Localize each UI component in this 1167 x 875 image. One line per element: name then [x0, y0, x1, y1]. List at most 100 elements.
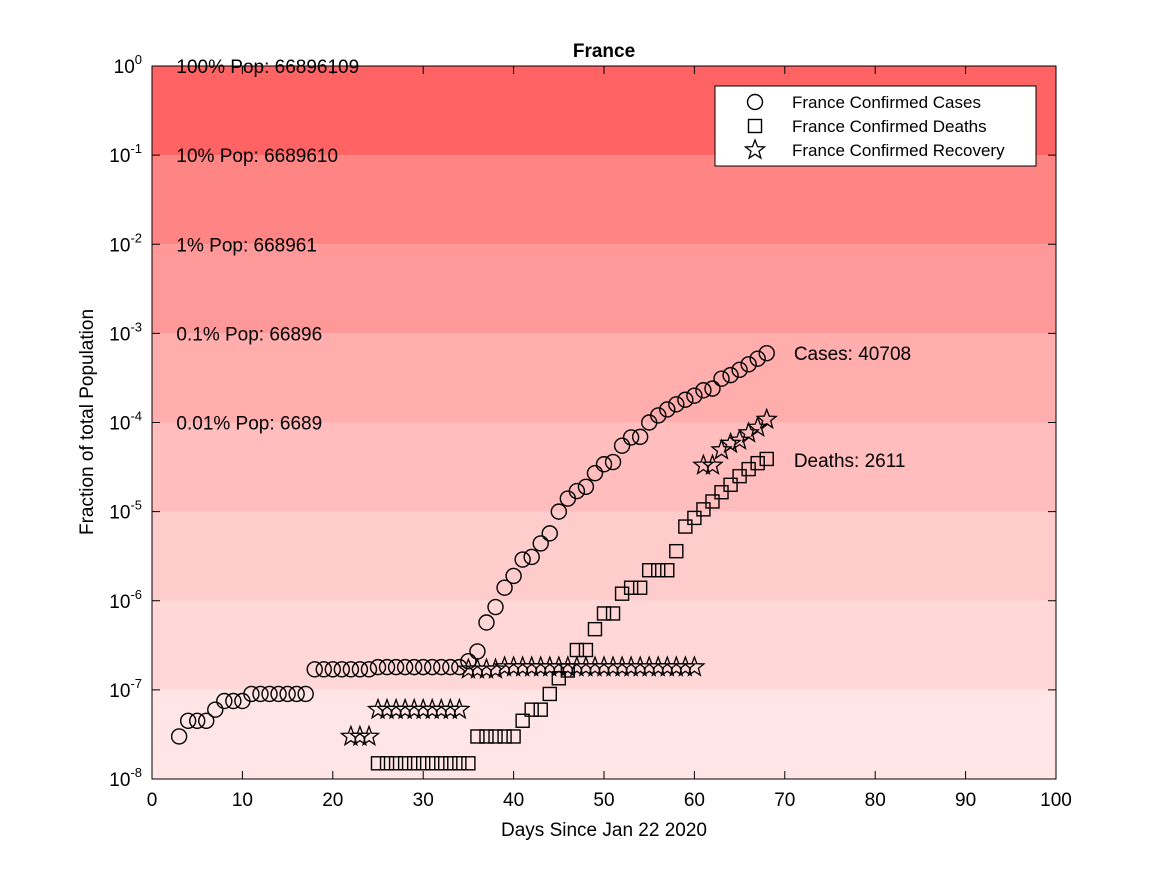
circle-point — [622, 429, 640, 446]
circle-point — [270, 685, 287, 703]
square-point — [470, 729, 485, 744]
star-point — [601, 655, 625, 677]
y-tick-base: 10 — [109, 770, 130, 791]
y-tick-label: 100 — [114, 52, 142, 78]
square-point — [623, 580, 639, 595]
annotation-label: 10% Pop: 6689610 — [176, 146, 338, 167]
star-point — [737, 421, 760, 443]
x-axis-label: Days Since Jan 22 2020 — [501, 820, 707, 841]
y-tick-exponent: -2 — [130, 230, 142, 245]
series-circle — [170, 344, 775, 745]
circle-point — [415, 658, 432, 676]
circle-point — [713, 370, 730, 387]
circle-point — [342, 661, 360, 678]
star-point — [701, 453, 724, 476]
population-band — [152, 333, 1056, 423]
circle-point — [225, 692, 242, 710]
square-point — [723, 477, 738, 492]
circle-point — [243, 685, 260, 703]
square-point — [506, 729, 521, 744]
circle-point — [324, 661, 341, 678]
square-point — [759, 451, 774, 467]
star-point — [674, 655, 697, 677]
circle-point — [532, 535, 549, 552]
circle-point — [424, 658, 441, 676]
population-band — [152, 155, 1056, 245]
square-point — [443, 756, 458, 771]
circle-point — [758, 344, 775, 362]
y-tick-exponent: -4 — [130, 409, 142, 424]
square-point — [632, 580, 648, 595]
square-point — [660, 563, 675, 578]
star-point — [420, 697, 444, 720]
star-point — [646, 655, 670, 677]
circle-point — [188, 712, 206, 729]
data-markers — [170, 344, 778, 771]
circle-point — [216, 692, 233, 710]
square-point — [406, 756, 422, 771]
legend: France Confirmed Cases France Confirmed D… — [714, 85, 1037, 167]
y-tick-base: 10 — [109, 681, 130, 702]
circle-point — [631, 428, 649, 446]
annotation-label: 0.1% Pop: 66896 — [176, 324, 322, 345]
circle-point — [396, 658, 414, 676]
star-point — [628, 655, 652, 677]
circle-point — [668, 396, 685, 413]
circle-point — [523, 548, 540, 566]
square-point — [696, 502, 711, 517]
population-band — [152, 600, 1056, 690]
circle-point — [586, 464, 604, 482]
annotation-label: 0.01% Pop: 6689 — [176, 414, 322, 435]
series-star — [339, 407, 778, 747]
y-tick-exponent: -6 — [130, 587, 142, 602]
population-bands — [152, 66, 1056, 779]
circle-point — [677, 391, 694, 408]
y-tick-exponent: 0 — [135, 52, 142, 67]
circle-point — [360, 661, 378, 678]
star-point — [538, 655, 562, 677]
annotation-label: 100% Pop: 66896109 — [176, 57, 359, 78]
circle-point — [613, 437, 631, 454]
star-point — [375, 697, 399, 720]
y-tick-exponent: -8 — [130, 765, 142, 780]
square-point — [750, 455, 765, 471]
star-point — [511, 655, 534, 677]
circle-point — [595, 456, 613, 473]
circle-point — [261, 685, 278, 703]
circle-point — [297, 685, 314, 703]
circle-point — [577, 478, 595, 495]
y-tick-label: 10-6 — [109, 587, 142, 613]
circle-point — [433, 658, 450, 676]
circle-point — [505, 567, 522, 585]
y-tick-label: 10-1 — [109, 141, 142, 167]
x-tick-label: 30 — [413, 790, 434, 811]
legend-entry-label: France Confirmed Cases — [792, 93, 981, 112]
square-point — [669, 543, 684, 559]
square-point — [416, 756, 431, 771]
y-tick-exponent: -7 — [130, 676, 142, 691]
square-point — [587, 621, 603, 637]
y-tick-base: 10 — [109, 324, 130, 345]
circle-point — [306, 661, 323, 678]
circle-point — [369, 658, 387, 676]
y-tick-label: 10-4 — [109, 409, 142, 435]
circle-point — [541, 525, 558, 542]
y-tick-label: 10-7 — [109, 676, 142, 702]
star-point — [402, 697, 426, 720]
square-point — [596, 606, 612, 621]
circle-point — [315, 661, 332, 678]
population-band — [152, 689, 1056, 779]
circle-point — [207, 701, 224, 718]
legend-circle-icon — [746, 93, 764, 111]
circle-point — [686, 387, 703, 404]
square-point — [542, 686, 557, 702]
star-point — [692, 453, 715, 476]
star-point — [556, 655, 580, 677]
y-tick-label: 10-2 — [109, 230, 142, 256]
square-point — [605, 606, 621, 621]
circle-point — [650, 407, 667, 424]
legend-box — [714, 85, 1037, 167]
circle-point — [451, 658, 468, 676]
circle-point — [604, 453, 622, 471]
